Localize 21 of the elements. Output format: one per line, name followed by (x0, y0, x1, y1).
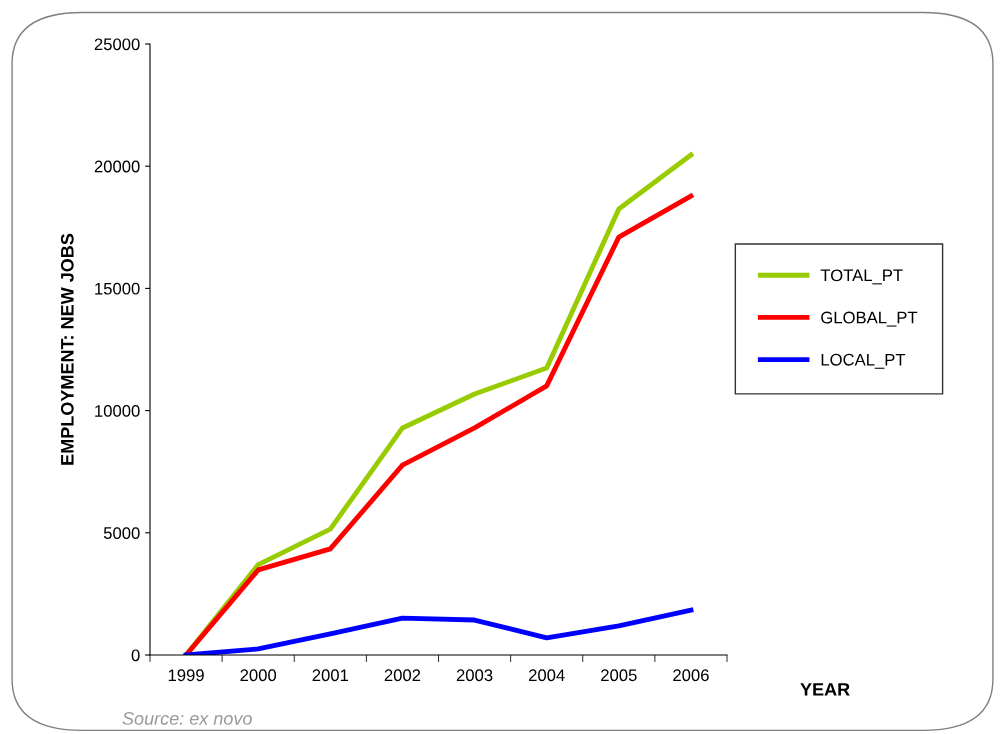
x-tick-label: 2000 (240, 669, 277, 682)
source-note: Source: ex novo (122, 712, 252, 725)
x-tick-label: 2005 (601, 669, 637, 682)
y-tick-label: 5000 (103, 527, 140, 539)
legend-label: GLOBAL_PT (821, 311, 918, 327)
y-axis-title: EMPLOYMENT: NEW JOBS (60, 233, 74, 465)
x-tick-label: 1999 (168, 669, 204, 682)
line-series (183, 607, 694, 655)
y-tick-label: 0 (131, 649, 140, 662)
y-tick-label: 25000 (94, 38, 140, 51)
x-tick-label: 2004 (528, 669, 565, 682)
legend-label: LOCAL_PT (821, 353, 906, 369)
y-tick-label: 20000 (94, 160, 140, 173)
x-tick-label: 2001 (312, 669, 349, 682)
y-tick-label: 10000 (95, 405, 140, 417)
x-axis-title: YEAR (800, 683, 850, 696)
y-tick-label: 15000 (95, 282, 140, 295)
x-tick-label: 2002 (384, 669, 421, 682)
legend-label: TOTAL_PT (820, 269, 903, 285)
x-tick-label: 2006 (673, 669, 709, 682)
x-tick-label: 2003 (456, 669, 493, 682)
